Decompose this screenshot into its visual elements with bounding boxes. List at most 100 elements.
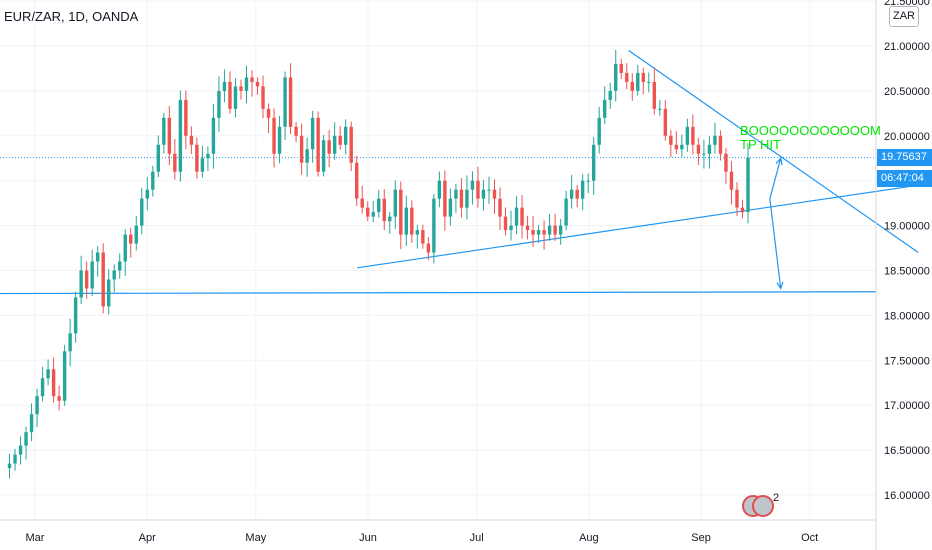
candle-body (222, 81, 227, 91)
candle-body (591, 144, 596, 181)
candle-body (652, 81, 657, 109)
currency-label[interactable]: ZAR (889, 6, 919, 27)
candle-body (84, 270, 89, 289)
candle-body (641, 72, 645, 82)
arrow-head (776, 281, 784, 290)
candle-body (189, 135, 194, 145)
candle-body (625, 72, 629, 82)
candle-body (233, 86, 238, 109)
candle-body (382, 198, 386, 222)
time-tick-label: Mar (26, 532, 45, 544)
candle-body (129, 234, 133, 244)
candle-body (68, 333, 72, 352)
candle-body (608, 90, 612, 100)
candle-body (107, 279, 111, 307)
candle-body (195, 144, 199, 172)
candle-body (57, 396, 61, 401)
candle-body (184, 99, 188, 136)
candle-body (525, 225, 530, 231)
time-tick-label: Apr (139, 532, 156, 544)
candle-body (404, 207, 409, 235)
candle-body (487, 189, 491, 191)
candle-body (663, 108, 668, 136)
candle-body (316, 117, 320, 172)
candle-body (470, 180, 475, 190)
candle-body (669, 135, 673, 145)
candle-body (134, 225, 138, 244)
time-tick-label: Oct (801, 532, 818, 544)
candle-body (29, 414, 34, 433)
candle-body (614, 63, 618, 91)
candle-body (746, 157, 750, 213)
time-tick-label: Aug (579, 532, 599, 544)
candles-layer (7, 49, 750, 479)
candle-body (597, 117, 601, 145)
candle-body (492, 189, 497, 199)
candle-body (514, 207, 519, 226)
candle-body (7, 463, 12, 469)
candle-body (729, 171, 734, 190)
candle-body (421, 230, 425, 244)
candle-body (360, 198, 364, 208)
candle-body (123, 234, 127, 262)
candle-body (173, 153, 177, 172)
candle-body (366, 207, 370, 217)
candle-body (696, 144, 701, 154)
candle-body (73, 297, 78, 334)
candle-body (691, 126, 695, 145)
candle-body (355, 162, 359, 199)
candle-body (718, 135, 723, 154)
candle-body (536, 230, 541, 235)
arrow-line[interactable] (769, 198, 782, 289)
candle-body (437, 180, 442, 199)
price-tick-label: 18.50000 (884, 266, 930, 278)
candle-body (283, 77, 287, 127)
candle-body (448, 198, 453, 217)
candle-body (454, 189, 458, 199)
candle-body (349, 126, 353, 163)
candle-body (509, 225, 513, 231)
event-icon (752, 495, 774, 517)
candle-body (250, 77, 254, 82)
last-price-tag: 19.75637 (877, 149, 932, 166)
drawings-layer[interactable] (0, 49, 919, 295)
candle-body (299, 135, 304, 163)
candle-body (338, 135, 342, 145)
candle-body (503, 216, 508, 231)
candle-body (277, 126, 282, 154)
candle-body (217, 90, 221, 118)
candle-body (112, 270, 116, 280)
time-tick-label: Sep (691, 532, 711, 544)
candle-body (399, 189, 403, 235)
arrow-line[interactable] (769, 158, 782, 199)
countdown-tag: 06:47:04 (877, 170, 932, 187)
candle-body (156, 144, 161, 172)
candle-body (547, 225, 552, 235)
event-count: 2 (773, 492, 780, 504)
symbol-title[interactable]: EUR/ZAR, 1D, OANDA (4, 9, 139, 24)
trend-line[interactable] (628, 49, 919, 254)
candle-body (305, 149, 309, 163)
candle-body (24, 432, 28, 446)
candle-body (206, 153, 210, 159)
candle-body (13, 454, 17, 464)
candle-body (476, 180, 480, 199)
candle-body (647, 81, 651, 83)
candle-body (740, 207, 745, 213)
economic-events-marker[interactable]: 2 (742, 492, 782, 520)
arrow-head (775, 156, 783, 166)
candle-body (255, 81, 260, 87)
tp-hit-annotation[interactable]: BOOOOOOOOOOOOM TP HIT (740, 124, 881, 152)
annotation-line-1: BOOOOOOOOOOOOM (740, 123, 881, 138)
candle-body (658, 108, 662, 110)
horizontal-line[interactable] (0, 291, 877, 295)
candle-body (321, 140, 326, 172)
candle-body (332, 135, 337, 154)
candle-body (531, 230, 535, 235)
candle-body (575, 189, 579, 199)
price-tick-label: 16.00000 (884, 490, 930, 502)
trend-line[interactable] (357, 184, 919, 269)
price-tick-label: 21.00000 (884, 41, 930, 53)
candle-body (713, 135, 717, 145)
